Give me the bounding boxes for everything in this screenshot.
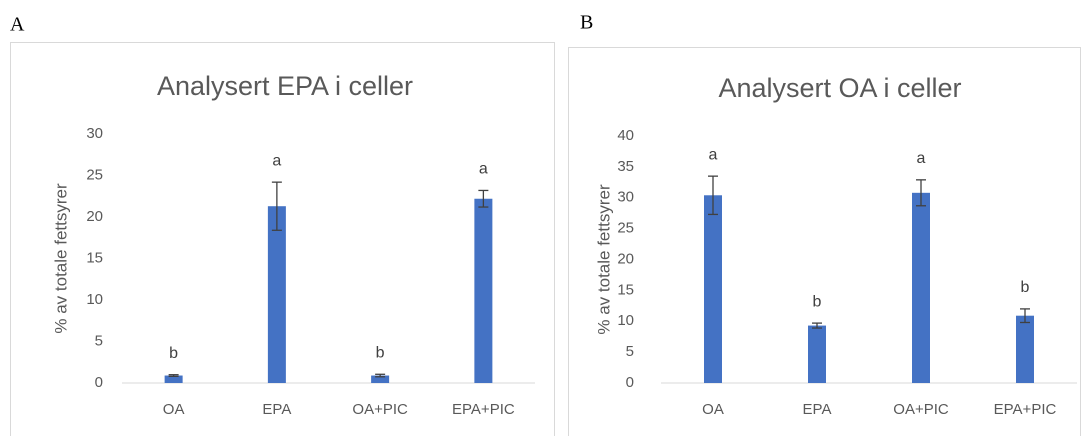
significance-letter: b [376,345,385,362]
bar [267,206,286,383]
significance-letter: a [272,152,281,169]
x-tick-label: OA+PIC [352,401,408,418]
panel-label: A [10,14,25,36]
y-axis-label: % av totale fettsyrer [51,183,70,334]
x-tick-label: OA [702,401,724,418]
bar [912,192,930,383]
x-tick-label: EPA [803,401,832,418]
y-tick-label: 35 [617,158,634,175]
bar [704,195,722,383]
y-tick-label: 30 [617,189,634,206]
significance-letter: b [1021,279,1030,296]
y-tick-label: 10 [86,291,103,308]
bar [164,375,183,383]
bar [1016,315,1034,383]
y-axis-label: % av totale fettsyrer [594,184,613,335]
bar [808,325,826,383]
x-tick-label: EPA+PIC [452,401,515,418]
significance-letter: a [917,150,926,167]
significance-letter: a [709,146,718,163]
y-tick-label: 10 [617,312,634,329]
y-tick-label: 15 [617,281,634,298]
x-tick-label: EPA [262,401,291,418]
significance-letter: b [813,293,822,310]
y-tick-label: 25 [617,220,634,237]
significance-letter: a [479,161,488,178]
panel-frame [10,42,555,436]
y-tick-label: 20 [86,208,103,225]
x-tick-label: EPA+PIC [994,401,1057,418]
significance-letter: b [169,345,178,362]
x-tick-label: OA+PIC [893,401,949,418]
bar [371,375,390,383]
y-tick-label: 5 [95,332,103,349]
bar [474,198,493,383]
x-tick-label: OA [163,401,185,418]
y-tick-label: 0 [626,374,634,391]
chart-title: Analysert EPA i celler [157,71,413,101]
y-tick-label: 20 [617,250,634,267]
chart-title: Analysert OA i celler [718,73,961,103]
y-tick-label: 40 [617,127,634,144]
panel-label: B [580,12,593,34]
panel-frame [568,47,1081,436]
y-tick-label: 5 [626,343,634,360]
y-tick-label: 15 [86,249,103,266]
y-tick-label: 0 [95,374,103,391]
y-tick-label: 25 [86,166,103,183]
y-tick-label: 30 [86,125,103,142]
